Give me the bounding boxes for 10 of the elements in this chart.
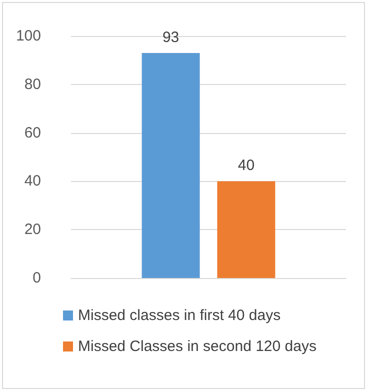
y-tick-label: 80 xyxy=(24,76,41,93)
y-tick-label: 20 xyxy=(24,221,41,238)
data-label: 93 xyxy=(162,28,180,46)
y-tick-label: 40 xyxy=(24,172,41,190)
data-label: 40 xyxy=(238,157,255,174)
legend-label: Missed Classes in second 120 days xyxy=(78,338,316,355)
y-tick-label: 100 xyxy=(16,28,41,44)
y-tick-label: 0 xyxy=(32,270,41,286)
y-tick-label: 60 xyxy=(24,124,41,142)
legend-label: Missed classes in first 40 days xyxy=(78,307,281,324)
